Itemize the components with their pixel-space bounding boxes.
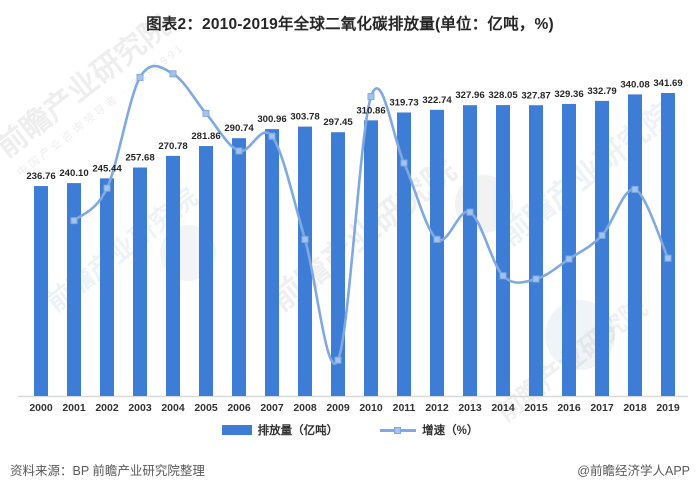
bar-value-label: 240.10 [59, 168, 88, 179]
line-marker [334, 356, 342, 364]
line-series-swatch [380, 425, 417, 435]
line-marker [235, 147, 243, 155]
x-axis-label: 2008 [293, 402, 317, 414]
bar-2013 [463, 105, 477, 396]
bar-series-swatch [221, 425, 252, 435]
bar-value-label: 245.44 [92, 163, 122, 174]
bar-value-label: 236.76 [26, 171, 55, 182]
bar-value-label: 310.86 [356, 105, 385, 116]
line-marker [466, 208, 474, 216]
line-marker [70, 217, 78, 225]
bar-value-label: 327.87 [521, 90, 550, 101]
bar-2003 [133, 167, 147, 396]
x-axis-label: 2007 [260, 402, 284, 414]
bar-2005 [199, 146, 213, 396]
x-axis-label: 2018 [623, 402, 647, 414]
bar-2016 [562, 103, 576, 397]
credit-text: @前瞻经济学人APP [577, 464, 690, 478]
bar-value-label: 340.08 [620, 79, 650, 90]
bar-2014 [496, 105, 510, 396]
line-marker [103, 184, 111, 192]
bar-2012 [430, 109, 444, 397]
x-axis-label: 2012 [425, 402, 449, 414]
bar-2019 [661, 93, 675, 396]
x-axis-label: 2005 [194, 402, 218, 414]
line-marker [301, 235, 309, 243]
x-axis-label: 2010 [359, 402, 383, 414]
line-marker [532, 275, 540, 283]
bar-value-label: 327.96 [455, 90, 484, 101]
bar-2008 [298, 126, 312, 396]
x-axis-label: 2013 [458, 402, 482, 414]
bar-2007 [265, 129, 279, 396]
line-marker [565, 255, 573, 263]
x-axis-label: 2000 [29, 402, 53, 414]
legend-item-emissions: 排放量（亿吨） [221, 422, 339, 438]
growth-rate-line [72, 64, 670, 365]
bar-2011 [397, 112, 411, 396]
x-axis-label: 2003 [128, 402, 152, 414]
line-marker [136, 73, 144, 81]
bar-value-label: 328.05 [488, 90, 518, 101]
bar-value-label: 270.78 [158, 141, 188, 152]
data-source-text: 资料来源：BP 前瞻产业研究院整理 [10, 464, 205, 478]
line-marker [664, 254, 672, 262]
x-axis-label: 2004 [161, 402, 185, 414]
bar-2018 [628, 94, 642, 396]
chart-footer: 资料来源：BP 前瞻产业研究院整理 @前瞻经济学人APP [10, 460, 690, 479]
line-marker [202, 109, 210, 117]
x-axis-label: 2001 [62, 402, 86, 414]
line-marker [631, 185, 639, 193]
bar-2009 [331, 132, 345, 396]
bar-2000 [34, 186, 48, 396]
legend-growth-label: 增速（%） [422, 425, 479, 437]
x-axis-label: 2011 [393, 402, 416, 414]
line-marker [499, 272, 507, 280]
x-axis-label: 2017 [590, 402, 614, 414]
x-axis-label: 2015 [524, 402, 548, 414]
legend: 排放量（亿吨） 增速（%） [0, 422, 700, 438]
bar-value-label: 297.45 [323, 117, 353, 128]
line-marker [400, 159, 408, 167]
line-marker [367, 93, 375, 101]
x-axis-label: 2019 [656, 402, 680, 414]
x-axis-label: 2014 [491, 402, 515, 414]
x-axis-label: 2009 [326, 402, 350, 414]
bar-value-label: 290.74 [224, 123, 254, 134]
legend-item-growth: 增速（%） [380, 422, 478, 438]
bar-value-label: 332.79 [587, 86, 616, 97]
bar-value-label: 303.78 [290, 112, 320, 123]
legend-emissions-label: 排放量（亿吨） [257, 425, 339, 437]
line-marker [598, 231, 606, 239]
bar-value-label: 322.74 [422, 95, 452, 106]
bar-value-label: 300.96 [257, 114, 286, 125]
bar-value-label: 319.73 [389, 97, 418, 108]
bar-2001 [67, 183, 81, 396]
line-marker [433, 235, 441, 243]
x-axis-label: 2016 [557, 402, 581, 414]
bar-2015 [529, 105, 543, 397]
bar-2002 [100, 178, 114, 396]
line-marker [268, 132, 276, 140]
bar-value-label: 281.86 [191, 131, 220, 142]
bar-value-label: 329.36 [554, 89, 583, 100]
x-axis-label: 2006 [227, 402, 251, 414]
bar-value-label: 341.69 [653, 78, 682, 89]
bar-2004 [166, 155, 180, 396]
bar-2006 [232, 138, 246, 397]
line-marker [169, 70, 177, 78]
bar-2010 [364, 120, 378, 396]
bar-value-label: 257.68 [125, 152, 155, 163]
x-axis-label: 2002 [95, 402, 119, 414]
chart-title: 图表2：2010-2019年全球二氧化碳排放量(单位：亿吨，%) [146, 16, 554, 33]
bar-2017 [595, 100, 609, 396]
